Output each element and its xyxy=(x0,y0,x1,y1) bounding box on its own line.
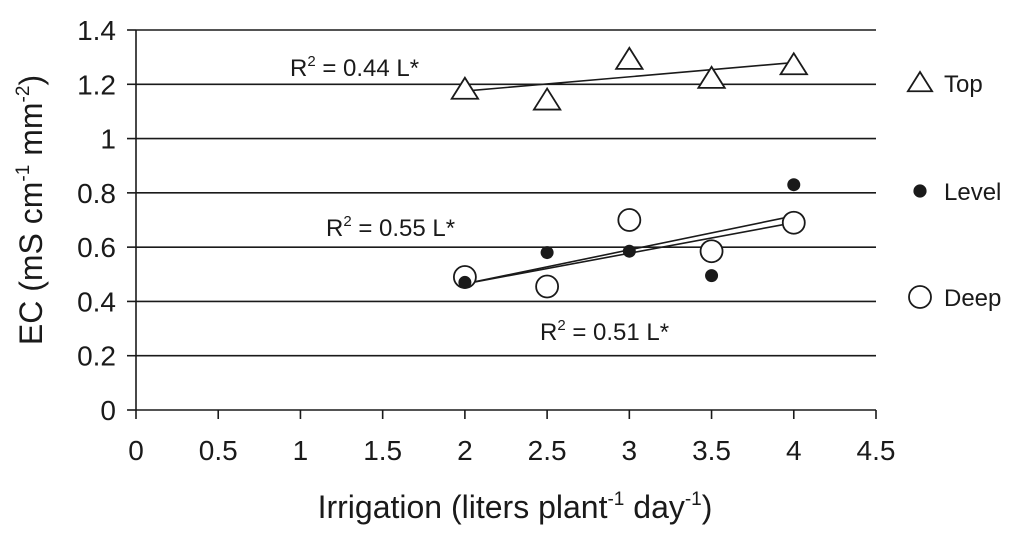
r2-annotation-deep: R2 = 0.51 L* xyxy=(540,317,669,346)
point-deep xyxy=(617,208,642,232)
y-tick-label: 0.2 xyxy=(77,341,116,372)
legend-marker-deep xyxy=(908,285,932,309)
point-top xyxy=(696,65,727,89)
y-axis-title: EC (mS cm-1 mm-2) xyxy=(13,75,49,345)
trend-line-top xyxy=(464,61,794,92)
annotations: R2 = 0.44 L* R2 = 0.55 L* R2 = 0.51 L* xyxy=(290,53,669,346)
point-level xyxy=(787,178,801,192)
y-tick-label: 0 xyxy=(100,395,116,426)
gridlines xyxy=(136,29,876,357)
point-deep xyxy=(699,239,724,264)
x-tick-label: 3 xyxy=(622,435,638,466)
point-level xyxy=(458,275,472,289)
data-points xyxy=(450,46,809,299)
x-tick-label: 3.5 xyxy=(692,435,731,466)
point-level xyxy=(540,246,554,260)
point-level xyxy=(705,269,719,283)
legend-marker-top xyxy=(906,70,934,93)
y-tick-label: 1.4 xyxy=(77,15,116,46)
x-tick-label: 1.5 xyxy=(363,435,402,466)
x-tick-label: 2 xyxy=(457,435,473,466)
legend: Top Level Deep xyxy=(906,70,1001,312)
y-tick-label: 1 xyxy=(100,124,116,155)
x-tick-label: 1 xyxy=(293,435,309,466)
legend-label-level: Level xyxy=(944,179,1001,206)
point-top xyxy=(778,51,809,76)
point-top xyxy=(614,46,645,70)
x-tick-label: 0.5 xyxy=(199,435,238,466)
axes: 0 0.2 0.4 0.6 0.8 1 1.2 1.4 0 0.5 1 1.5 2 2.5 3 3.5 4 4.5 xyxy=(77,15,895,466)
x-axis-title: Irrigation (liters plant-1 day-1) xyxy=(318,489,713,525)
point-deep xyxy=(781,210,806,235)
x-tick-label: 4 xyxy=(786,435,802,466)
point-level xyxy=(622,244,636,258)
point-deep xyxy=(535,274,560,299)
y-tick-label: 0.6 xyxy=(77,232,116,263)
legend-label-deep: Deep xyxy=(944,285,1001,312)
point-top xyxy=(450,76,480,100)
legend-marker-level xyxy=(913,184,927,198)
legend-label-top: Top xyxy=(944,71,983,98)
y-tick-label: 1.2 xyxy=(77,69,116,100)
r2-annotation-top: R2 = 0.44 L* xyxy=(290,53,419,82)
y-tick-label: 0.8 xyxy=(77,178,116,209)
y-tick-label: 0.4 xyxy=(77,286,116,317)
x-tick-label: 0 xyxy=(128,435,144,466)
point-top xyxy=(532,86,562,111)
r2-annotation-level: R2 = 0.55 L* xyxy=(326,213,455,242)
x-tick-label: 2.5 xyxy=(528,435,567,466)
x-tick-label: 4.5 xyxy=(857,435,896,466)
